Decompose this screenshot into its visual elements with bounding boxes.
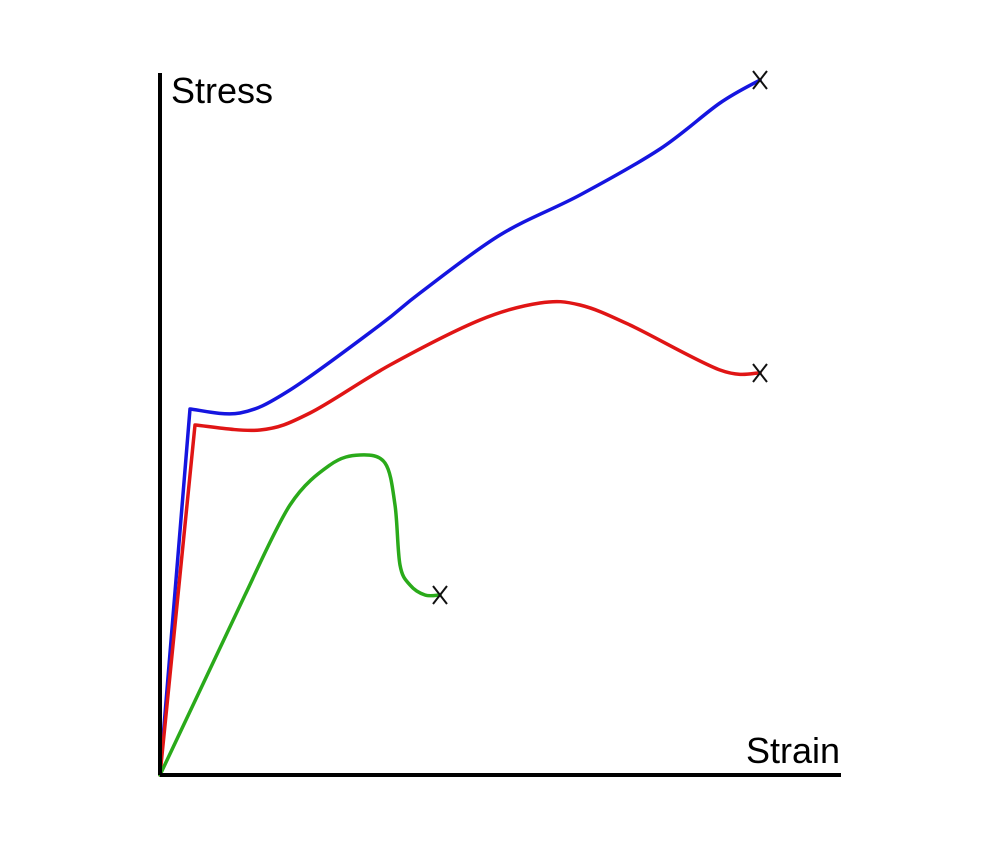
y-axis-label: Stress <box>171 70 273 111</box>
series-line-2 <box>158 299 762 777</box>
fracture-marker-2 <box>752 363 768 383</box>
x-axis-label: Strain <box>746 730 840 771</box>
plot-area <box>158 70 768 777</box>
series-line-3 <box>158 453 442 777</box>
fracture-marker-1 <box>752 70 768 90</box>
series-line-1 <box>158 78 762 777</box>
fracture-marker-3 <box>432 585 448 605</box>
